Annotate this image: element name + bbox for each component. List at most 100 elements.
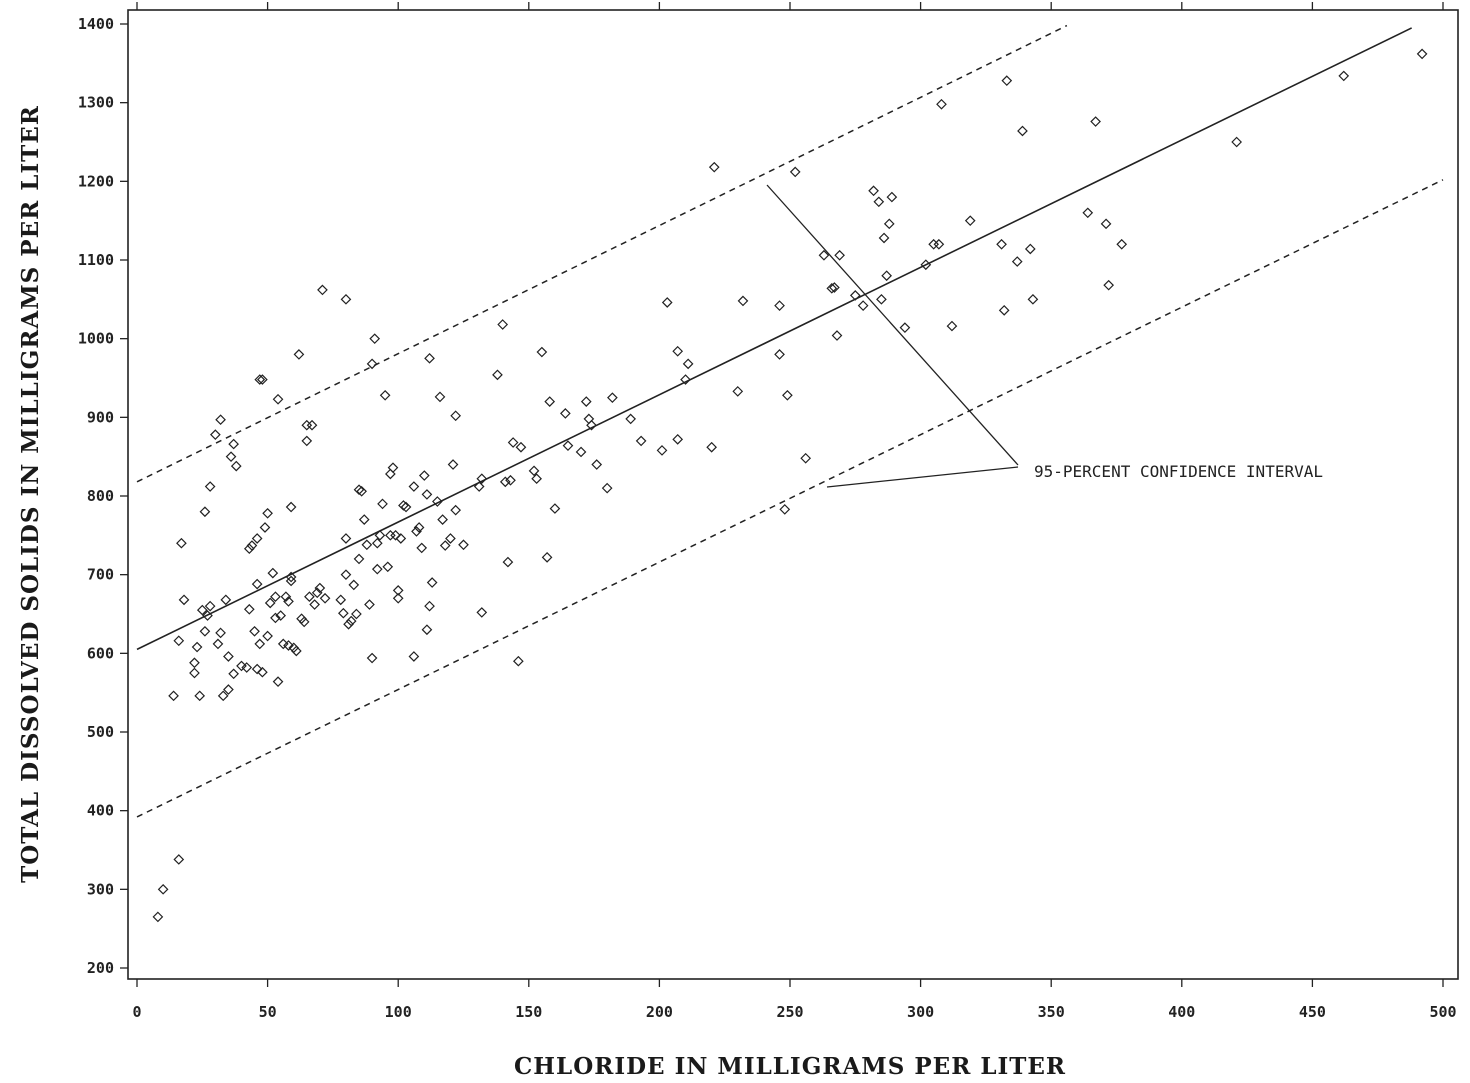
data-point — [708, 161, 720, 173]
data-point — [447, 459, 459, 470]
data-point — [374, 529, 386, 541]
data-point — [432, 496, 443, 507]
data-point — [262, 630, 273, 642]
data-point — [152, 911, 164, 923]
data-point — [476, 607, 488, 618]
data-point — [672, 434, 684, 445]
data-point — [272, 676, 284, 688]
data-point — [774, 349, 785, 360]
confidence-lower-line — [136, 179, 1444, 818]
data-point — [189, 667, 200, 679]
data-point — [212, 638, 224, 650]
data-point — [270, 612, 281, 624]
data-point — [223, 651, 234, 662]
data-point — [317, 284, 328, 296]
data-point — [285, 575, 297, 587]
data-point — [251, 663, 263, 675]
data-point — [476, 473, 488, 485]
data-point — [873, 196, 885, 208]
data-point — [309, 599, 320, 610]
data-point — [311, 587, 323, 599]
data-point — [168, 690, 179, 702]
data-point — [280, 591, 292, 603]
data-point — [497, 319, 509, 330]
y-tick-label: 500 — [87, 723, 114, 741]
data-point — [933, 238, 945, 250]
data-point — [358, 514, 370, 525]
data-point — [998, 304, 1010, 316]
data-point — [392, 585, 404, 596]
x-tick-label: 350 — [1038, 1003, 1065, 1021]
data-point — [426, 577, 438, 588]
data-point — [267, 567, 279, 579]
y-tick-label: 800 — [87, 487, 114, 505]
data-point — [259, 522, 271, 533]
data-point — [544, 396, 556, 407]
data-point — [439, 540, 451, 551]
data-point — [411, 526, 422, 537]
data-point — [818, 249, 830, 261]
data-point — [1416, 48, 1428, 60]
data-point — [499, 476, 511, 488]
data-point — [536, 346, 548, 358]
data-point — [215, 414, 226, 426]
y-tick-label: 900 — [87, 408, 114, 426]
data-point — [834, 249, 845, 261]
data-point — [886, 191, 898, 203]
data-point — [591, 459, 603, 470]
data-point — [831, 330, 843, 341]
y-tick-label: 400 — [87, 802, 114, 820]
data-point — [194, 690, 206, 702]
data-point — [204, 481, 216, 492]
data-point — [1082, 207, 1094, 219]
data-point — [335, 594, 347, 606]
data-point — [353, 553, 365, 565]
data-point — [176, 537, 187, 549]
data-point — [251, 533, 263, 544]
data-point — [225, 451, 237, 463]
data-point — [680, 374, 691, 385]
data-point — [283, 640, 294, 651]
data-point — [351, 608, 362, 620]
data-point — [408, 481, 420, 492]
data-point — [434, 391, 446, 403]
data-point — [257, 666, 268, 678]
data-point — [191, 641, 203, 653]
confidence-upper-line — [136, 24, 1068, 483]
data-point — [285, 501, 297, 513]
data-point — [416, 542, 428, 554]
data-point — [283, 596, 294, 607]
data-point — [398, 500, 409, 511]
data-point — [173, 854, 185, 865]
data-point — [199, 506, 211, 518]
x-tick-label: 150 — [515, 1003, 542, 1021]
data-point — [774, 300, 785, 311]
data-point — [199, 625, 211, 637]
data-point — [178, 594, 190, 606]
x-tick-label: 500 — [1429, 1003, 1456, 1021]
data-point — [829, 282, 840, 293]
data-point — [254, 638, 266, 650]
x-axis-title: CHLORIDE IN MILLIGRAMS PER LITER — [514, 1053, 1066, 1080]
data-point — [364, 599, 375, 610]
y-tick-label: 1100 — [78, 251, 114, 269]
data-point — [157, 883, 169, 895]
data-point — [586, 419, 597, 431]
data-point — [400, 501, 412, 513]
data-point — [445, 533, 456, 544]
data-point — [243, 543, 255, 555]
data-point — [996, 238, 1007, 250]
data-point — [246, 540, 258, 551]
data-point — [1001, 75, 1013, 86]
y-tick-label: 1300 — [78, 94, 114, 112]
data-point — [369, 333, 381, 345]
data-point — [196, 604, 208, 616]
data-point — [920, 259, 932, 271]
data-point — [899, 322, 911, 334]
data-point — [241, 662, 253, 673]
data-point — [277, 638, 289, 650]
data-point — [262, 507, 273, 519]
data-point — [356, 485, 367, 497]
data-point — [661, 297, 673, 308]
data-point — [304, 591, 315, 603]
